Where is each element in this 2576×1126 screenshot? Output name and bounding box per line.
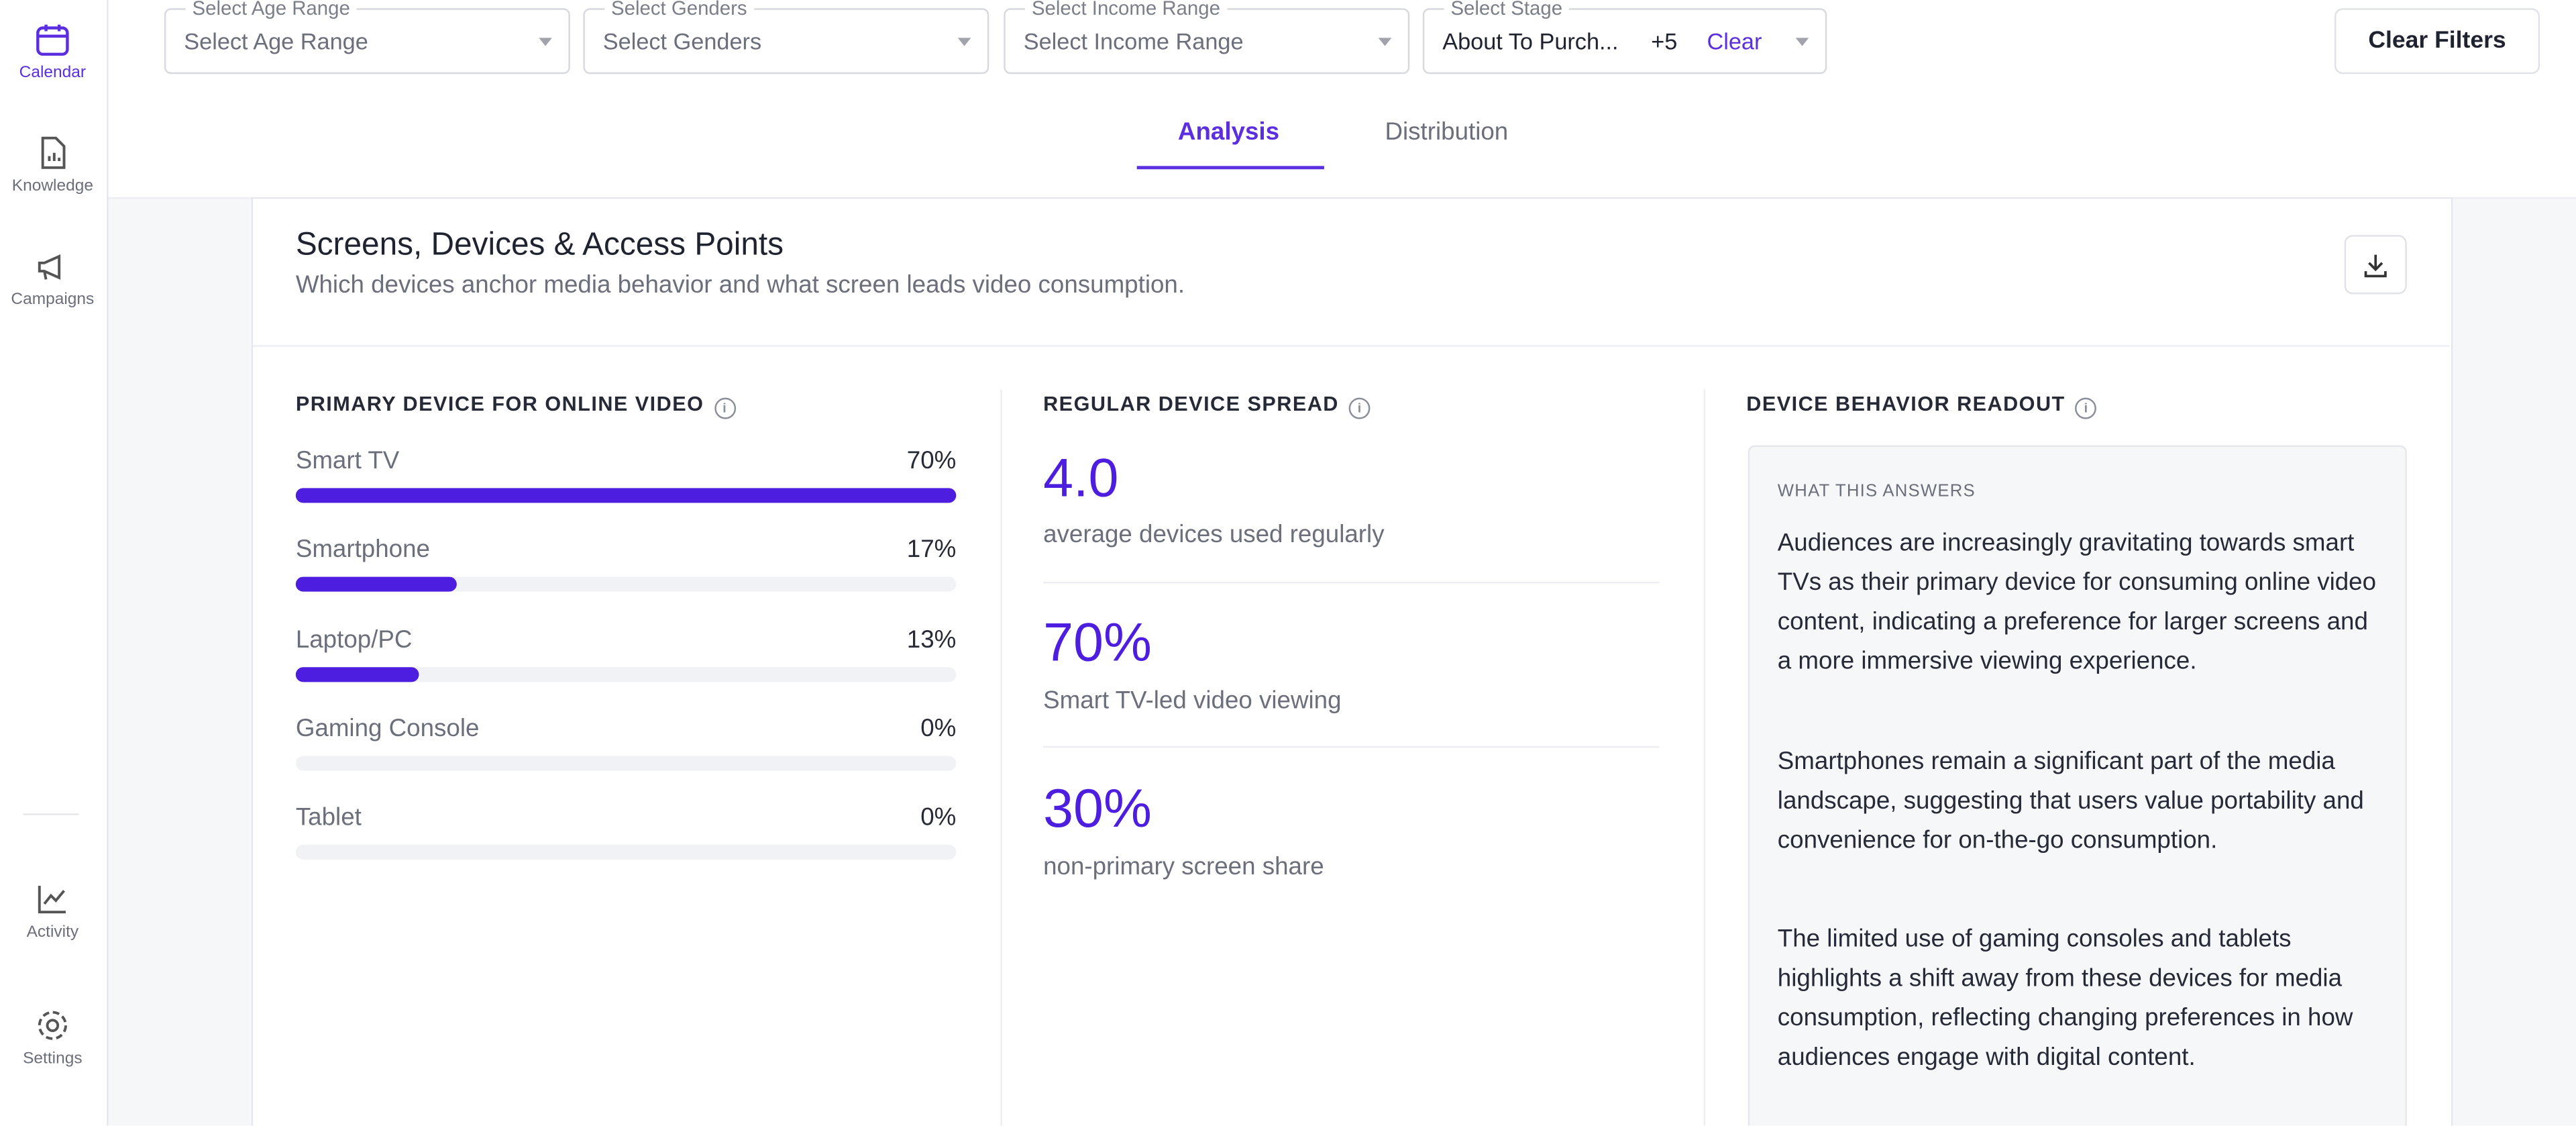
- bar-track: [295, 666, 957, 682]
- filter-extra: +5: [1651, 28, 1678, 54]
- icon: [2364, 254, 2387, 278]
- nav-label: Settings: [23, 1050, 83, 1068]
- divider: [1000, 389, 1002, 1126]
- device-label: Smart TV: [295, 447, 400, 475]
- filter-placeholder: Select Income Range: [1023, 28, 1244, 54]
- bar: [295, 666, 419, 682]
- filter-stage[interactable]: Select Stage About To Purch... +5 Clear: [1422, 0, 1827, 74]
- tab-analysis[interactable]: Analysis: [1177, 118, 1280, 146]
- device-value: 70%: [906, 447, 957, 475]
- divider: [1043, 746, 1660, 748]
- caret: [957, 38, 971, 46]
- bar-track: [295, 577, 957, 593]
- nav-activity[interactable]: Activity: [0, 879, 105, 941]
- readout-paragraph: The limited use of gaming consoles and t…: [1777, 925, 2353, 1072]
- section-title-text: PRIMARY DEVICE FOR ONLINE VIDEO: [295, 393, 704, 416]
- nav-settings[interactable]: Settings: [0, 1006, 105, 1068]
- card-subtitle: Which devices anchor media behavior and …: [295, 271, 1185, 299]
- icon: [38, 1011, 67, 1040]
- caret: [1378, 38, 1392, 46]
- readout-box: WHAT THIS ANSWERS Audiences are increasi…: [1748, 445, 2407, 1126]
- device-value: 13%: [906, 625, 957, 654]
- nav-label: Campaigns: [11, 291, 95, 309]
- filter-age[interactable]: Select Age Range Select Age Range: [164, 0, 570, 74]
- icon: [38, 254, 61, 280]
- metric-value: 70%: [1043, 611, 1152, 672]
- readout-paragraph: Smartphones remain a significant part of…: [1777, 748, 2364, 855]
- section-title: PRIMARY DEVICE FOR ONLINE VIDEO i: [296, 393, 735, 419]
- bar-track: [295, 845, 957, 860]
- nav-knowledge[interactable]: Knowledge: [0, 133, 105, 195]
- metric-label: non-primary screen share: [1043, 853, 1324, 881]
- section-title: DEVICE BEHAVIOR READOUT i: [1746, 393, 2097, 419]
- filter-label: Select Stage: [1444, 0, 1569, 20]
- bar: [295, 577, 456, 593]
- metric-value: 4.0: [1043, 447, 1119, 508]
- tab-underline: [1136, 166, 1324, 170]
- device-value: 0%: [920, 804, 957, 832]
- tab-distribution[interactable]: Distribution: [1385, 118, 1509, 146]
- card-title: Screens, Devices & Access Points: [295, 226, 784, 263]
- info-icon[interactable]: i: [714, 397, 735, 419]
- sidebar: Calendar Knowledge Campaigns Activity Se…: [0, 0, 109, 1126]
- filter-income[interactable]: Select Income Range Select Income Range: [1004, 0, 1410, 74]
- caret: [539, 38, 552, 46]
- metric-label: average devices used regularly: [1043, 521, 1385, 549]
- nav-label: Knowledge: [11, 177, 93, 196]
- divider: [23, 813, 79, 815]
- icon: [41, 136, 66, 169]
- readout-subtitle: WHAT THIS ANSWERS: [1777, 481, 1976, 501]
- info-icon[interactable]: i: [1348, 397, 1371, 419]
- info-icon[interactable]: i: [2075, 397, 2097, 419]
- bar-track: [295, 756, 957, 771]
- section-title-text: REGULAR DEVICE SPREAD: [1043, 393, 1339, 416]
- device-value: 17%: [906, 536, 957, 564]
- metric-label: Smart TV-led video viewing: [1043, 686, 1342, 715]
- nav-calendar[interactable]: Calendar: [0, 19, 105, 82]
- metric-value: 30%: [1043, 777, 1152, 838]
- divider: [1703, 389, 1706, 1126]
- filter-label: Select Genders: [604, 0, 754, 20]
- device-label: Smartphone: [295, 536, 430, 564]
- filter-placeholder: Select Genders: [602, 28, 762, 54]
- bar-track: [295, 488, 957, 503]
- clear-filters-button[interactable]: Clear Filters: [2334, 8, 2540, 74]
- divider: [1043, 581, 1660, 584]
- bar: [295, 488, 957, 503]
- divider: [253, 345, 2450, 347]
- filter-clear[interactable]: Clear: [1707, 28, 1762, 54]
- filter-label: Select Income Range: [1025, 0, 1227, 20]
- filter-value: About To Purch...: [1442, 28, 1619, 54]
- download-button[interactable]: [2344, 235, 2407, 295]
- filter-label: Select Age Range: [185, 0, 357, 20]
- readout-paragraph: Audiences are increasingly gravitating t…: [1777, 529, 2377, 676]
- nav-label: Calendar: [19, 64, 87, 83]
- icon: [38, 886, 66, 914]
- nav-label: Activity: [26, 923, 79, 942]
- device-label: Gaming Console: [295, 715, 480, 743]
- caret: [1795, 38, 1809, 46]
- device-value: 0%: [920, 715, 957, 743]
- device-label: Tablet: [295, 804, 362, 832]
- nav-campaigns[interactable]: Campaigns: [0, 246, 105, 309]
- filter-placeholder: Select Age Range: [184, 28, 368, 54]
- filter-genders[interactable]: Select Genders Select Genders: [583, 0, 989, 74]
- device-label: Laptop/PC: [295, 625, 413, 654]
- icon: [36, 24, 69, 56]
- section-title-text: DEVICE BEHAVIOR READOUT: [1746, 393, 2065, 416]
- section-title: REGULAR DEVICE SPREAD i: [1043, 393, 1371, 419]
